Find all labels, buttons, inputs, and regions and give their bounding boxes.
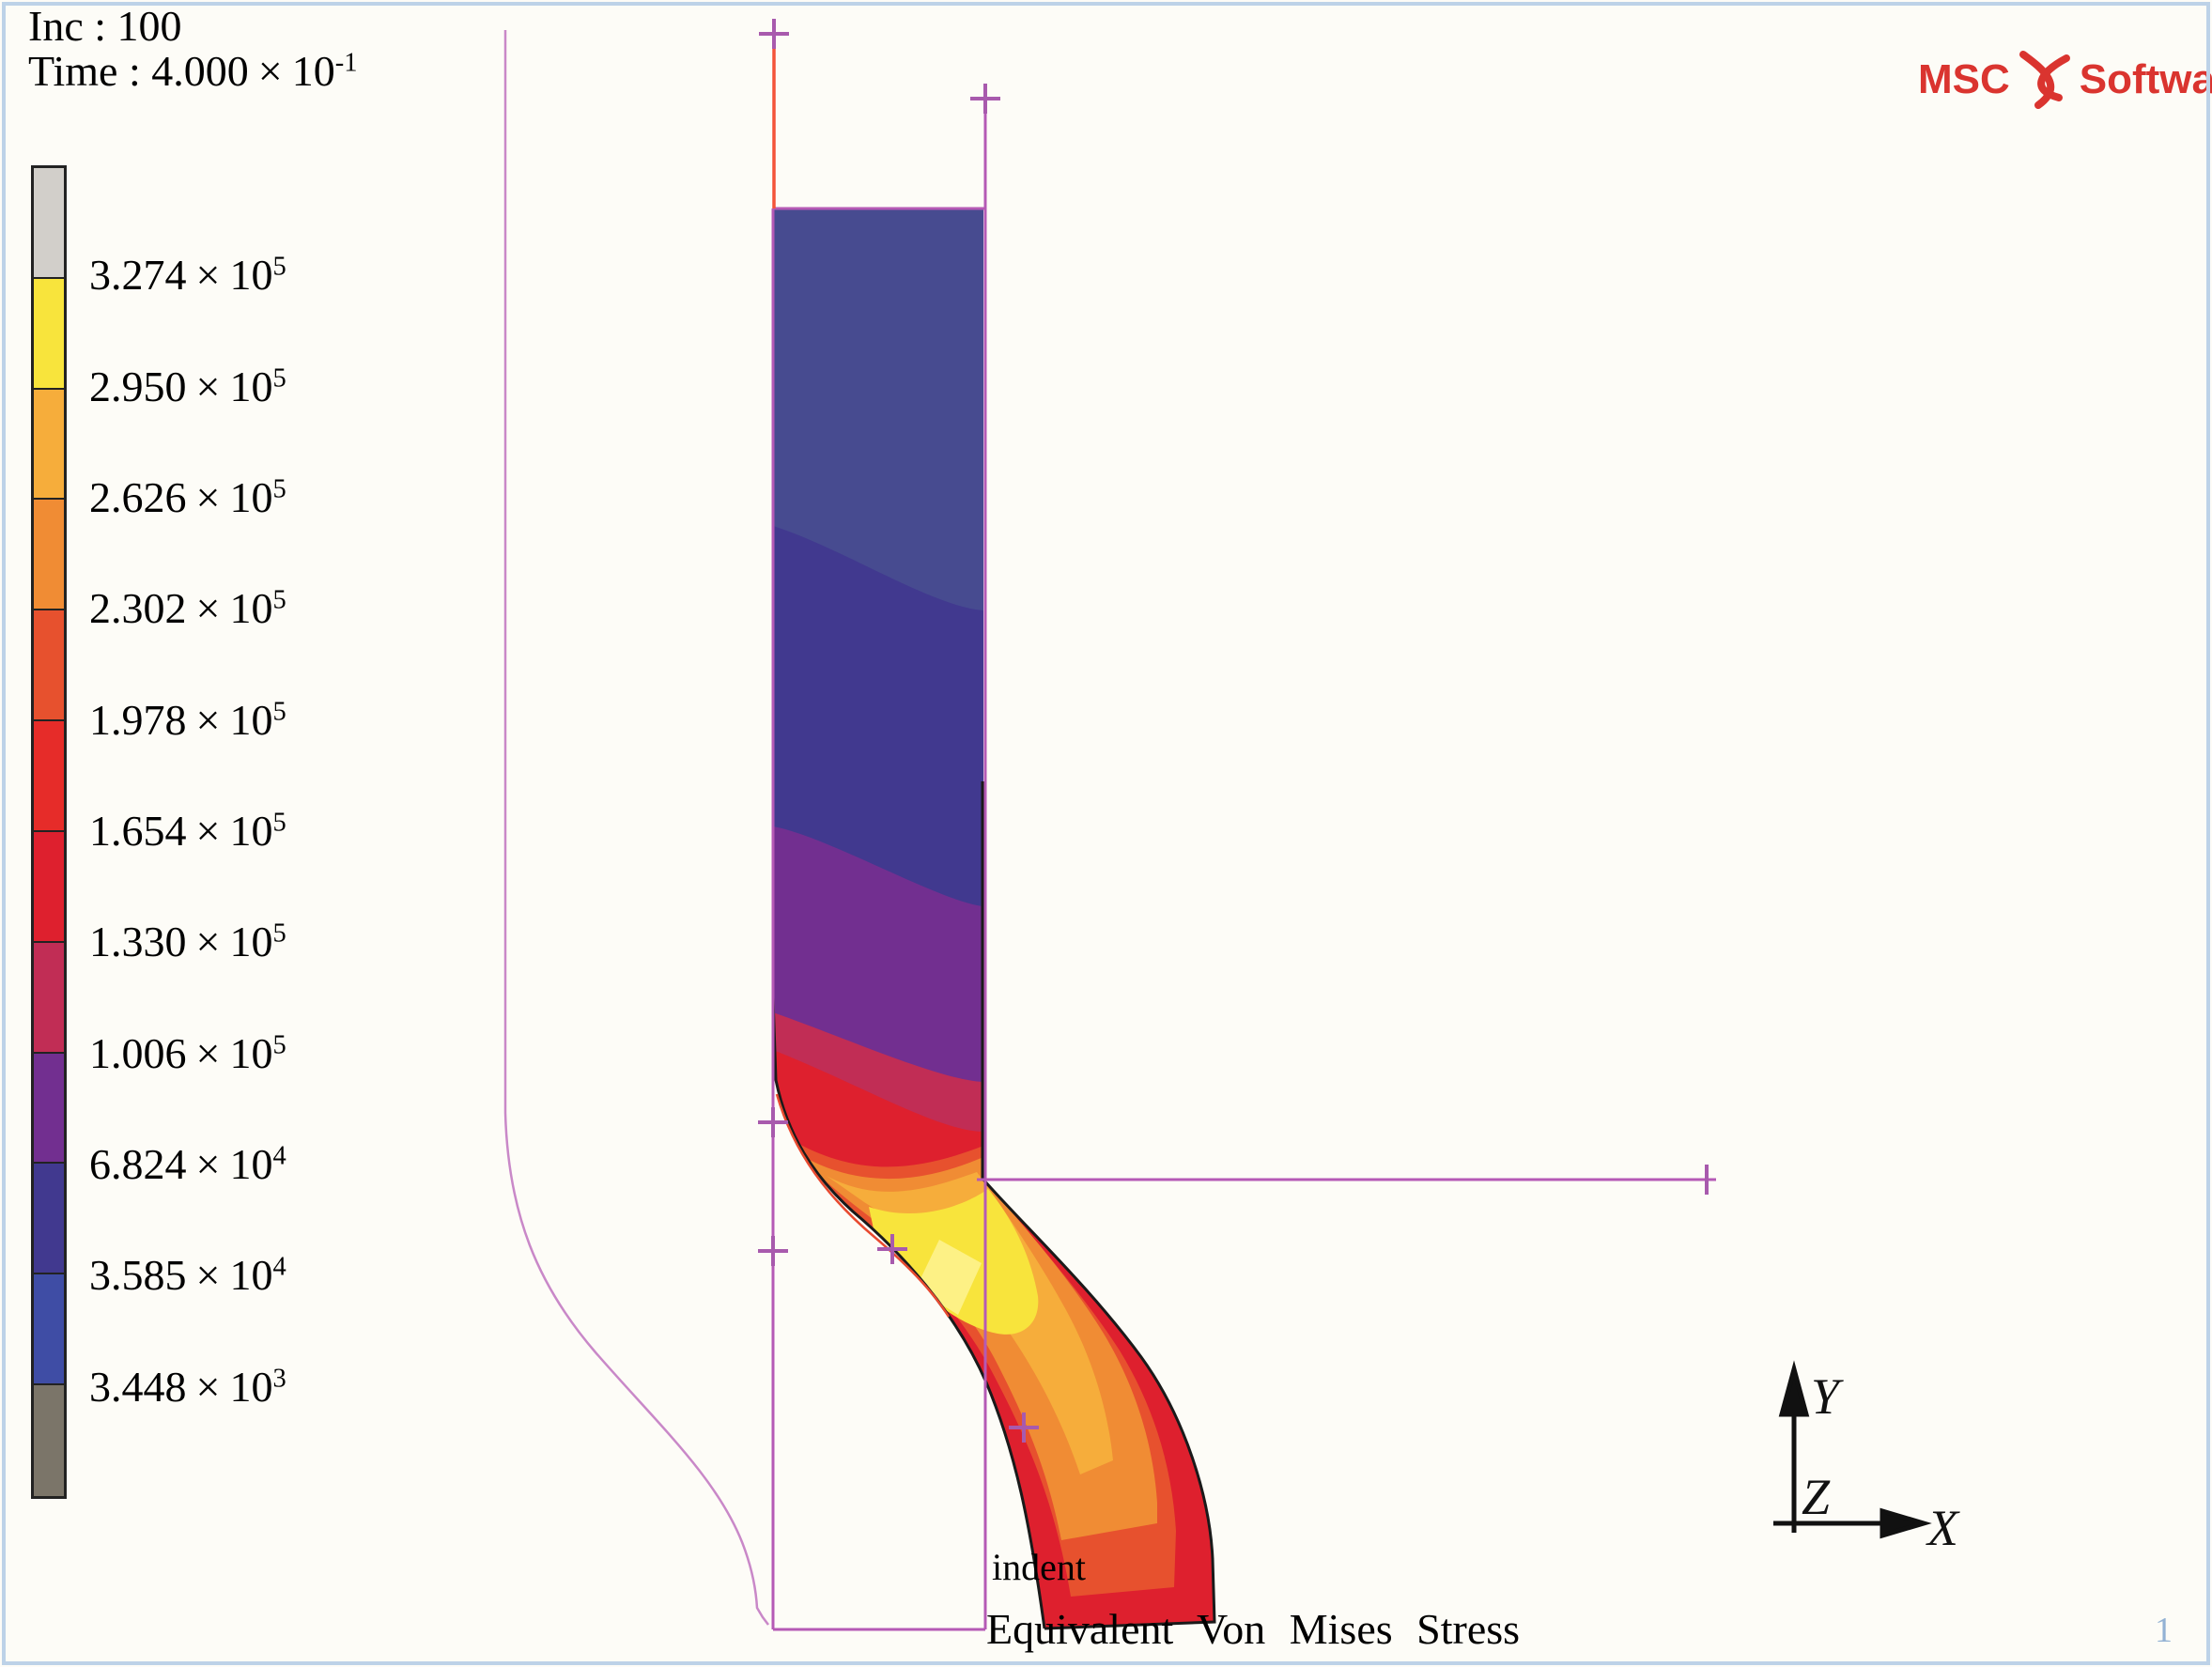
- cross-marker: [877, 1234, 907, 1264]
- cross-marker: [759, 19, 789, 49]
- x-axis-label: X: [1926, 1500, 1960, 1556]
- time-readout: Time : 4.000 × 10-1: [28, 47, 358, 96]
- control-point-crosses: [758, 19, 1709, 1443]
- model-name-label: indent: [992, 1546, 1086, 1588]
- legend-value: 2.302 × 105: [89, 584, 286, 632]
- colorbar-segment: [34, 278, 64, 390]
- legend-value: 2.626 × 105: [89, 473, 286, 521]
- legend-value: 1.978 × 105: [89, 696, 286, 744]
- colorbar-segment: [34, 500, 64, 611]
- cross-marker: [758, 1107, 788, 1137]
- logo-x-swoosh-icon: [2019, 51, 2070, 109]
- y-axis-label: Y: [1811, 1368, 1844, 1425]
- tool-boundary-lines: [771, 99, 1716, 1631]
- legend-value: 6.824 × 104: [89, 1140, 286, 1188]
- page-number: 1: [2155, 1611, 2173, 1650]
- deformed-body-contours: [773, 208, 1214, 1628]
- colorbar-segment: [34, 168, 64, 279]
- result-quantity-label: Equivalent Von Mises Stress: [986, 1605, 1521, 1653]
- x-axis-arrowhead: [1879, 1507, 1932, 1539]
- legend-value: 1.006 × 105: [89, 1029, 286, 1077]
- colorbar-segment: [34, 1053, 64, 1165]
- colorbar-segment: [34, 1274, 64, 1386]
- legend-value: 3.585 × 104: [89, 1251, 286, 1299]
- colorbar-segment: [34, 942, 64, 1054]
- contact-contour-red-curve: [775, 1093, 951, 1318]
- legend-value: 3.274 × 105: [89, 251, 286, 299]
- z-axis-label: Z: [1802, 1469, 1831, 1525]
- band-orange: [804, 1157, 1157, 1540]
- colorbar-segment: [34, 1164, 64, 1275]
- coordinate-triad: [1773, 1360, 1932, 1539]
- stress-colorbar: [31, 165, 67, 1499]
- legend-value: 1.330 × 105: [89, 918, 286, 965]
- logo-msc-text: MSC: [1918, 56, 2010, 102]
- legend-value: 3.448 × 103: [89, 1363, 286, 1411]
- legend-value: 1.654 × 105: [89, 807, 286, 855]
- logo-software-text: Software: [2079, 56, 2212, 102]
- colorbar-segment: [34, 389, 64, 501]
- cross-marker: [970, 84, 1000, 114]
- cross-marker: [758, 1236, 788, 1266]
- msc-software-logo: MSC Software ®: [1918, 49, 2212, 111]
- legend-value: 2.950 × 105: [89, 363, 286, 410]
- colorbar-segment: [34, 1385, 64, 1496]
- colorbar-segment: [34, 721, 64, 832]
- colorbar-segment: [34, 610, 64, 722]
- analysis-header: Inc : 100 Time : 4.000 × 10-1: [28, 2, 358, 96]
- undeformed-outline-curve: [503, 30, 769, 1626]
- y-axis-arrowhead: [1778, 1360, 1810, 1417]
- cross-marker: [1009, 1412, 1039, 1443]
- increment-readout: Inc : 100: [28, 2, 182, 50]
- colorbar-segment: [34, 831, 64, 943]
